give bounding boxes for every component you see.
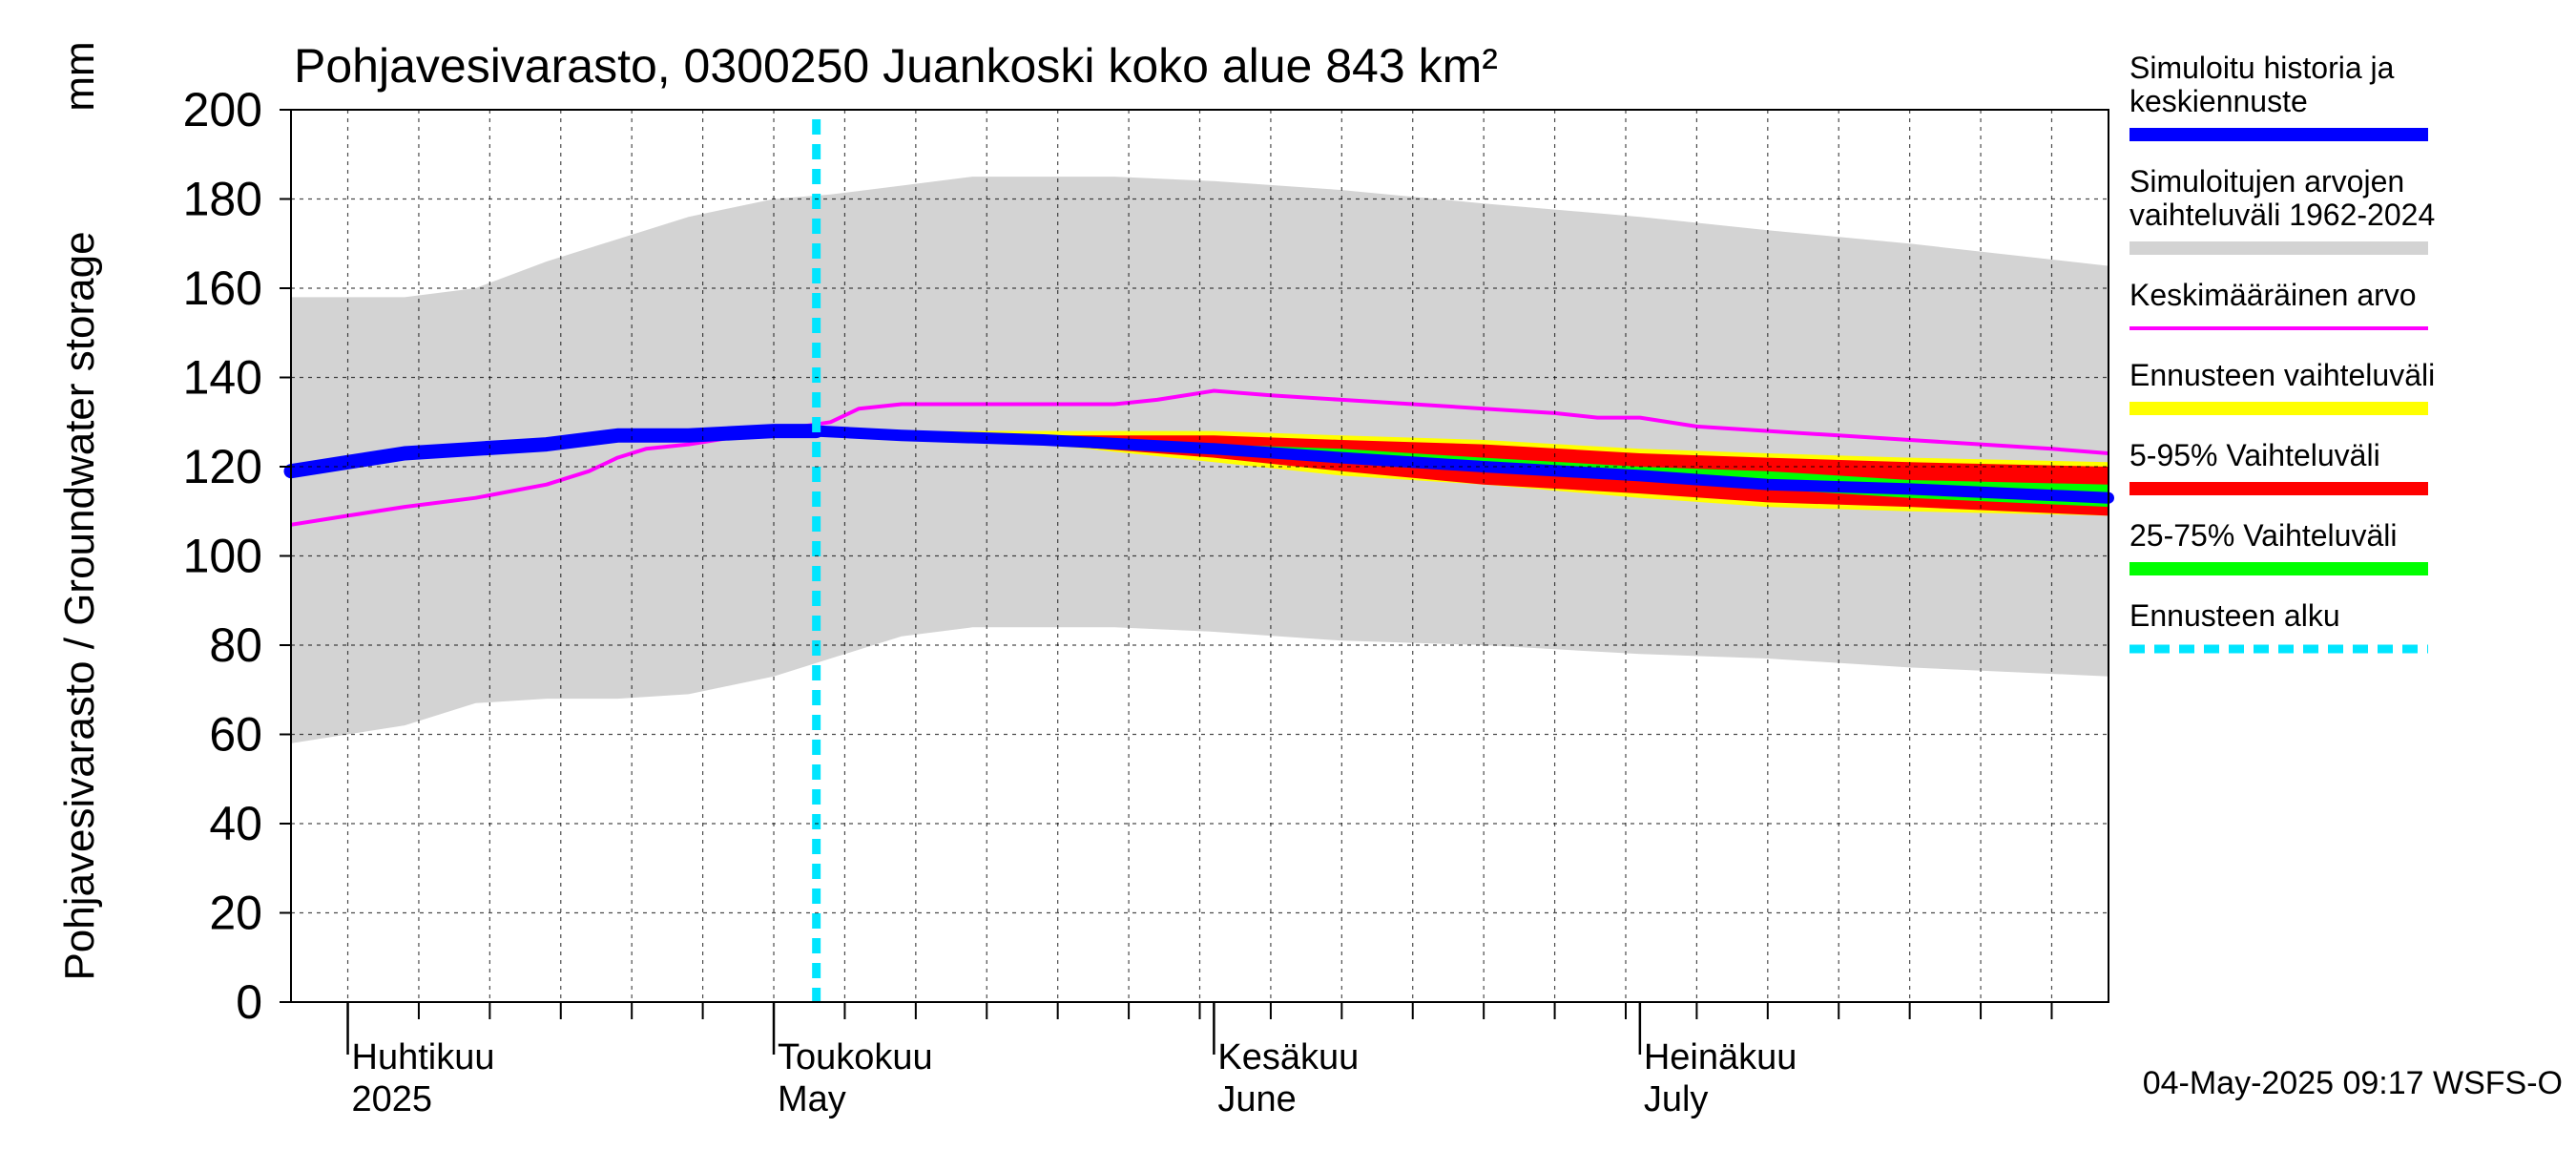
legend-label: Ennusteen alku <box>2129 598 2340 633</box>
y-tick-label: 160 <box>183 261 262 315</box>
legend-label: Simuloitujen arvojen <box>2129 164 2404 199</box>
x-month-label: Kesäkuu <box>1217 1037 1359 1077</box>
band-5-95 <box>816 430 2109 516</box>
y-tick-label: 200 <box>183 83 262 136</box>
legend-label: Ennusteen vaihteluväli <box>2129 358 2435 392</box>
x-month-label: Huhtikuu <box>352 1037 495 1077</box>
y-tick-label: 100 <box>183 530 262 583</box>
y-tick-label: 140 <box>183 351 262 405</box>
mean-line <box>290 388 2109 527</box>
y-axis-label: Pohjavesivarasto / Groundwater storage <box>56 231 103 980</box>
x-month-sublabel: July <box>1644 1079 1709 1119</box>
x-month-sublabel: June <box>1217 1079 1296 1119</box>
y-tick-label: 80 <box>209 618 262 672</box>
legend-label: keskiennuste <box>2129 84 2308 118</box>
y-tick-label: 180 <box>183 173 262 226</box>
y-tick-label: 0 <box>236 975 262 1029</box>
y-tick-label: 120 <box>183 440 262 493</box>
legend-label: 25-75% Vaihteluväli <box>2129 518 2397 553</box>
legend-label: vaihteluväli 1962-2024 <box>2129 198 2435 232</box>
legend-label: Simuloitu historia ja <box>2129 51 2395 85</box>
legend-label: Keskimääräinen arvo <box>2129 278 2417 312</box>
y-tick-label: 20 <box>209 887 262 940</box>
y-tick-label: 60 <box>209 708 262 762</box>
x-month-label: Toukokuu <box>778 1037 933 1077</box>
y-tick-label: 40 <box>209 797 262 850</box>
legend-label: 5-95% Vaihteluväli <box>2129 438 2380 472</box>
x-month-label: Heinäkuu <box>1644 1037 1797 1077</box>
x-month-sublabel: 2025 <box>352 1079 433 1119</box>
x-month-sublabel: May <box>778 1079 846 1119</box>
footer-timestamp: 04-May-2025 09:17 WSFS-O <box>2143 1065 2563 1101</box>
history-line <box>283 424 824 479</box>
chart-title: Pohjavesivarasto, 0300250 Juankoski koko… <box>294 39 1498 93</box>
y-axis-unit: mm <box>56 41 103 111</box>
